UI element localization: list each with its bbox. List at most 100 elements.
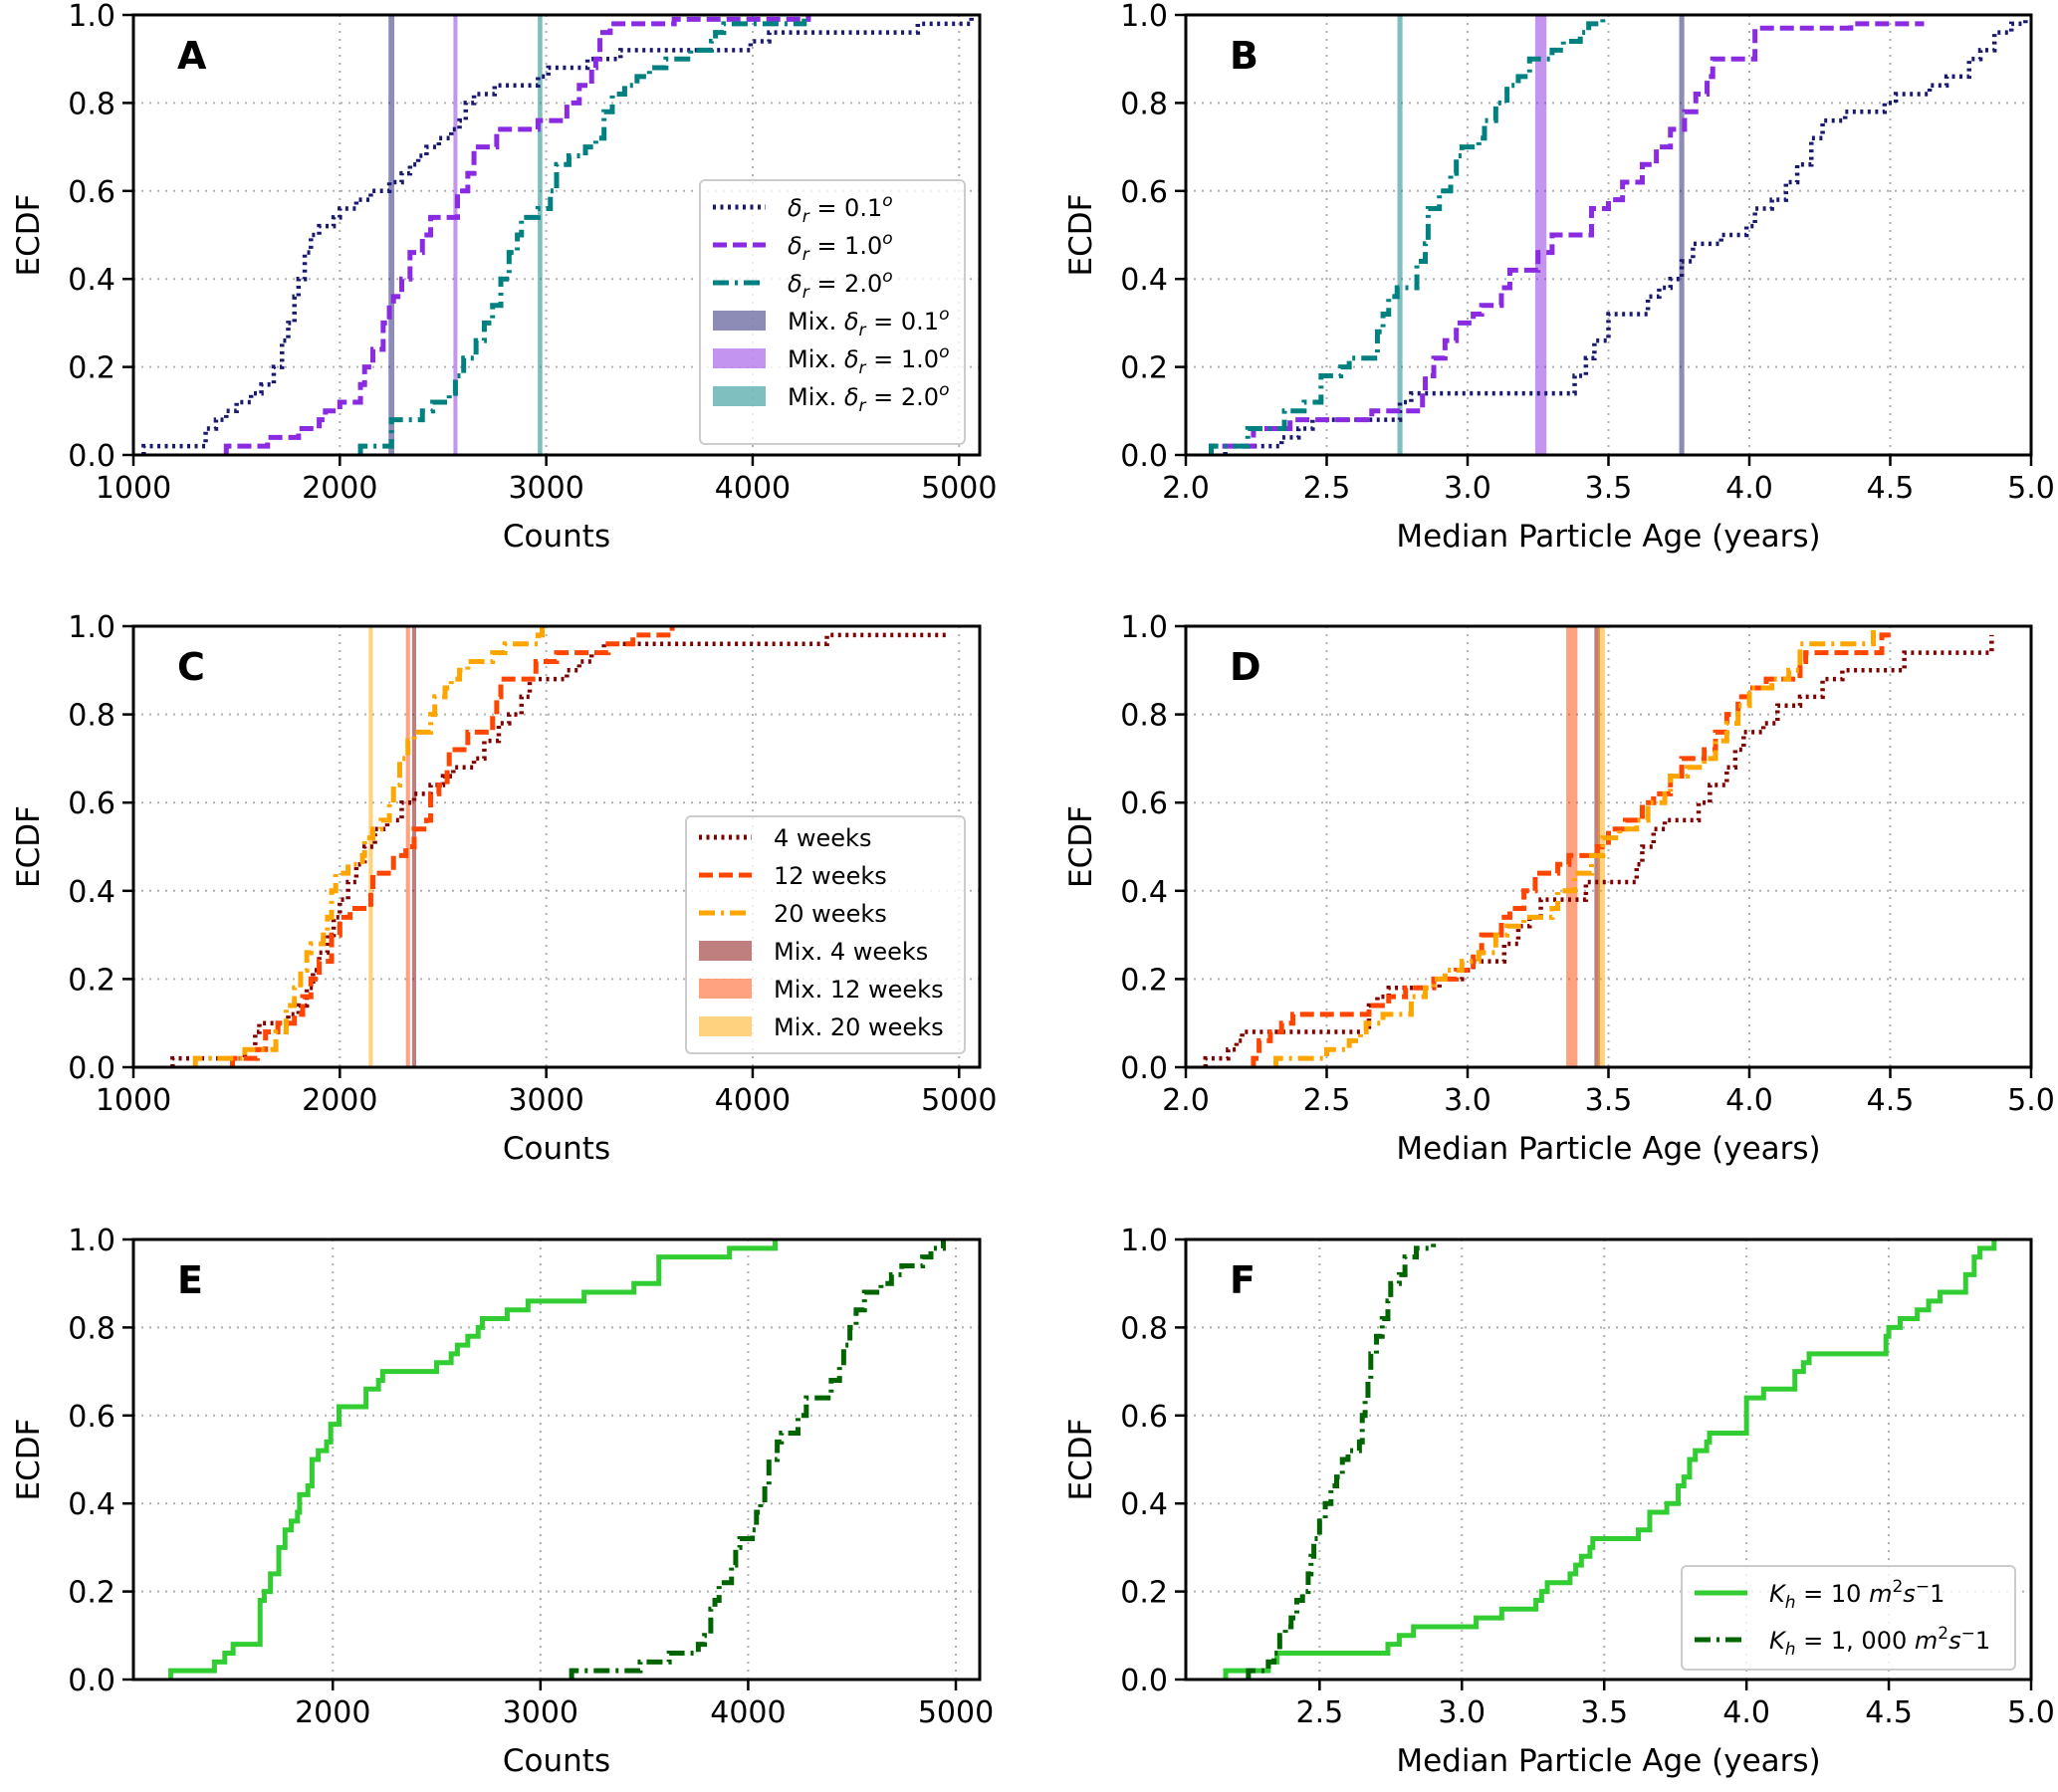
legend-item: Mix. δr = 1.0o	[713, 342, 949, 378]
x-axis-label: Counts	[503, 519, 610, 555]
x-tick-label: 3000	[503, 1695, 578, 1730]
mix-band	[1534, 15, 1547, 455]
series-line	[569, 1239, 946, 1680]
y-tick-label: 0.2	[68, 963, 115, 998]
panel-f: 2.5 3.0 3.5 4.0 4.5 5.0 0.0 0.2 0.4 0.6 0.8 1.0 Medi…	[1063, 1224, 2055, 1779]
axes-frame	[1184, 1237, 2033, 1681]
x-tick-label: 2.0	[1162, 1083, 1210, 1118]
x-tick-label: 4.0	[1722, 1695, 1770, 1730]
y-tick-label: 0.8	[1120, 699, 1168, 734]
x-tick-label: 4000	[715, 1083, 791, 1118]
series-line	[1208, 21, 1925, 455]
y-tick-label: 0.6	[1120, 1400, 1168, 1435]
legend-swatch-patch	[713, 386, 766, 406]
legend-label: δr = 0.1o	[788, 191, 893, 227]
y-tick-label: 0.0	[68, 1664, 115, 1698]
x-tick-label: 2000	[302, 1083, 377, 1118]
y-tick-label: 0.8	[68, 1311, 115, 1346]
x-tick-label: 2.0	[1162, 471, 1210, 506]
legend-item: Mix. δr = 0.1o	[713, 305, 949, 340]
axes-frame	[1184, 13, 2033, 457]
x-tick-label: 2.5	[1303, 471, 1351, 506]
y-tick-label: 1.0	[68, 1224, 115, 1258]
plot-area	[1203, 626, 1994, 1067]
y-tick-label: 0.6	[1120, 175, 1168, 210]
plot-area	[168, 1239, 946, 1680]
legend-box	[1681, 1565, 2016, 1671]
y-tick-label: 0.0	[1120, 1051, 1168, 1086]
legend-label: 12 weeks	[774, 862, 887, 890]
y-tick-label: 0.8	[68, 87, 115, 121]
panel-b: 2.0 2.5 3.0 3.5 4.0 4.5 5.0 0.0 0.2 0.4 0.6 0.8 1.0 M…	[1063, 0, 2055, 555]
y-tick-label: 0.8	[1120, 87, 1168, 121]
x-tick-label: 5000	[918, 1695, 994, 1730]
legend-swatch-patch	[699, 941, 752, 961]
legend-label: Mix. 4 weeks	[774, 938, 928, 966]
mix-band	[405, 626, 410, 1067]
x-tick-label: 2.5	[1295, 1695, 1343, 1730]
y-tick-label: 0.0	[68, 1051, 115, 1086]
x-tick-label: 4.5	[1865, 1695, 1913, 1730]
legend-swatch-patch	[699, 1016, 752, 1036]
x-tick-label: 4000	[715, 471, 791, 506]
x-tick-label: 5.0	[2007, 1695, 2055, 1730]
x-axis-label: Median Particle Age (years)	[1396, 519, 1820, 555]
x-tick-label: 1000	[96, 1083, 171, 1118]
x-tick-label: 2000	[302, 471, 377, 506]
x-tick-label: 3.5	[1585, 1083, 1633, 1118]
legend-label: 20 weeks	[774, 900, 887, 928]
legend-label: 4 weeks	[774, 824, 871, 852]
panel-label: E	[177, 1258, 203, 1302]
y-tick-label: 0.4	[1120, 875, 1168, 910]
legend-item: 20 weeks	[699, 900, 887, 928]
x-tick-label: 3000	[508, 1083, 583, 1118]
legend-swatch-patch	[699, 979, 752, 999]
x-tick-label: 5.0	[2007, 471, 2055, 506]
x-axis-label: Median Particle Age (years)	[1396, 1131, 1820, 1167]
series-line	[1208, 15, 1606, 455]
y-tick-label: 0.6	[68, 175, 115, 210]
series-line	[357, 15, 807, 455]
legend-label: Mix. δr = 0.1o	[788, 305, 949, 340]
y-tick-label: 0.2	[1120, 963, 1168, 998]
x-tick-label: 3000	[508, 471, 583, 506]
plot-area	[170, 626, 949, 1067]
series-line	[230, 626, 675, 1067]
y-tick-label: 0.4	[68, 875, 115, 910]
y-tick-label: 0.6	[68, 1400, 115, 1435]
y-tick-label: 0.4	[1120, 1487, 1168, 1522]
series-line	[1251, 632, 1897, 1067]
x-tick-label: 3.0	[1444, 1083, 1491, 1118]
mix-band	[453, 15, 458, 455]
legend-item: 4 weeks	[699, 824, 871, 852]
y-tick-label: 0.4	[68, 263, 115, 298]
panel-label: C	[177, 645, 205, 689]
series-line	[192, 626, 545, 1067]
legend-item: Mix. 20 weeks	[699, 1013, 944, 1041]
legend-label: Mix. 20 weeks	[774, 1013, 944, 1041]
series-line	[223, 15, 811, 455]
legend-label: δr = 1.0o	[788, 229, 893, 265]
y-axis-label: ECDF	[11, 1419, 47, 1501]
y-axis-label: ECDF	[11, 805, 47, 888]
series-line	[1223, 15, 2028, 455]
y-tick-label: 0.2	[1120, 1576, 1168, 1611]
legend-item: δr = 2.0o	[713, 267, 893, 303]
plot-area	[141, 15, 974, 455]
x-tick-label: 4.5	[1867, 471, 1915, 506]
mix-band	[1566, 626, 1578, 1067]
axes-frame	[131, 13, 982, 457]
legend-box	[685, 815, 966, 1054]
legend-label: Kh = 1, 000 m2s−1	[1769, 1624, 1990, 1660]
legend-label: δr = 2.0o	[788, 267, 893, 303]
y-tick-label: 0.8	[68, 699, 115, 734]
y-tick-label: 0.6	[68, 786, 115, 821]
x-axis-label: Counts	[503, 1743, 610, 1779]
legend-item: δr = 1.0o	[713, 229, 893, 265]
y-axis-label: ECDF	[1063, 194, 1099, 277]
plot-area	[1223, 1239, 1997, 1680]
x-tick-label: 2.5	[1303, 1083, 1351, 1118]
panel-label: F	[1230, 1258, 1256, 1302]
legend-swatch-patch	[713, 311, 766, 331]
